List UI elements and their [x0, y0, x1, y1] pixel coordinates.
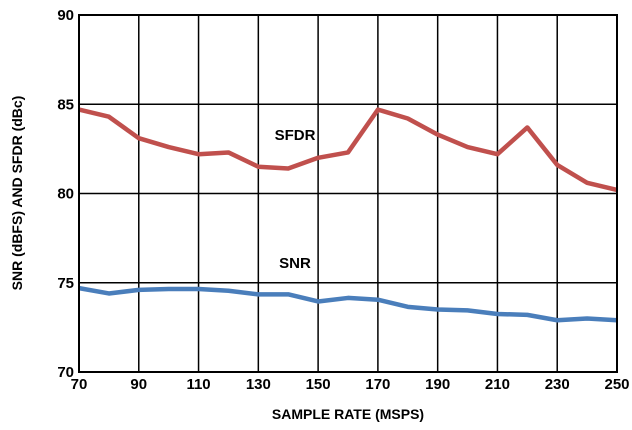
x-tick-label: 170: [365, 376, 390, 393]
x-tick-label: 230: [545, 376, 570, 393]
x-tick-label: 250: [604, 376, 629, 393]
x-tick-label: 70: [71, 376, 88, 393]
x-tick-label: 130: [246, 376, 271, 393]
x-axis-title: SAMPLE RATE (MSPS): [272, 406, 424, 422]
y-tick-label: 75: [57, 275, 74, 292]
plot-frame: [78, 14, 618, 373]
series-line-snr: [78, 285, 618, 323]
y-tick-label: 80: [57, 186, 74, 203]
x-tick-label: 190: [425, 376, 450, 393]
y-tick-labels: 70 75 80 85 90: [57, 7, 74, 381]
y-tick-label: 85: [57, 96, 74, 113]
y-axis-title: SNR (dBFS) AND SFDR (dBc): [9, 96, 25, 291]
series-line-sfdr: [78, 107, 618, 193]
x-tick-label: 90: [130, 376, 147, 393]
y-tick-label: 70: [57, 364, 74, 381]
x-tick-labels: 70 90 110 130 150 170 190 210 230 250: [71, 376, 630, 393]
y-tick-label: 90: [57, 7, 74, 24]
x-tick-label: 210: [485, 376, 510, 393]
x-tick-label: 110: [186, 376, 210, 393]
series-lines: [78, 107, 618, 323]
x-tick-label: 150: [306, 376, 331, 393]
series-label-sfdr: SFDR: [275, 127, 316, 144]
series-label-snr: SNR: [279, 255, 311, 272]
